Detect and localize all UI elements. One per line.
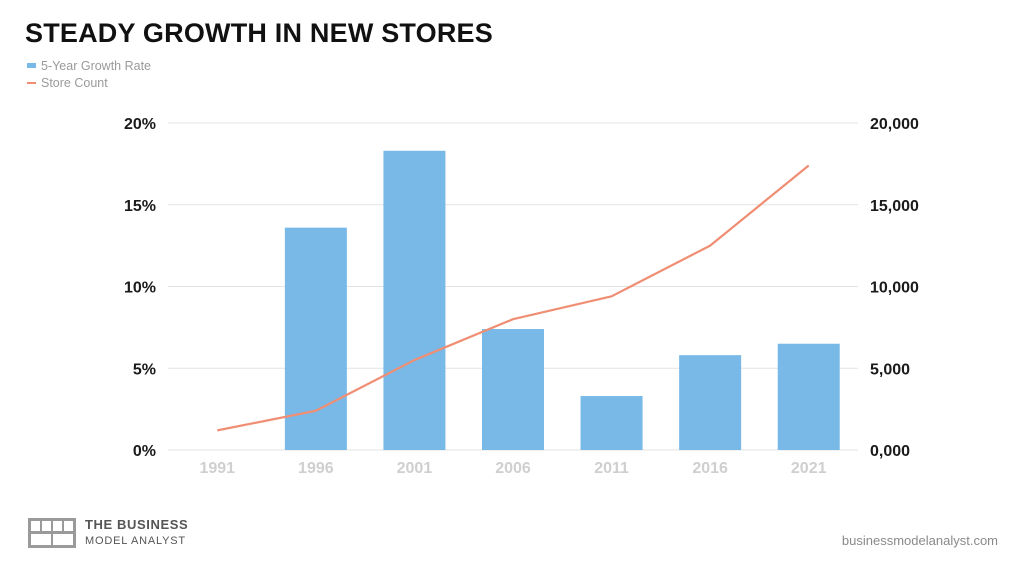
x-tick-label: 1991 (199, 460, 235, 477)
series-line-store-count (217, 164, 810, 432)
bar (284, 227, 347, 450)
y-left-tick-label: 20% (124, 116, 156, 133)
legend-item-store-count: Store Count (27, 74, 151, 91)
y-right-tick-label: 15,000 (870, 198, 919, 215)
bar (777, 343, 840, 450)
brand-name: THE BUSINESS MODEL ANALYST (85, 516, 188, 550)
y-left-tick-label: 10% (124, 280, 156, 297)
brand-line-1: THE BUSINESS (85, 517, 189, 532)
bar (482, 329, 544, 450)
bar (580, 396, 643, 450)
bar (383, 150, 446, 451)
x-tick-label: 2001 (397, 460, 433, 477)
bar (679, 355, 742, 450)
brand-logo-icon (28, 518, 76, 548)
x-tick-label: 2016 (692, 460, 728, 477)
legend-label-store-count: Store Count (41, 75, 108, 90)
y-left-tick-label: 5% (133, 361, 156, 378)
chart-title: STEADY GROWTH IN NEW STORES (25, 18, 493, 48)
y-right-tick-label: 20,000 (870, 116, 919, 133)
legend-label-growth-rate: 5-Year Growth Rate (41, 58, 152, 73)
brand-line-2: MODEL ANALYST (85, 535, 186, 547)
x-tick-label: 2006 (495, 460, 531, 477)
y-right-tick-label: 10,000 (870, 280, 919, 297)
x-tick-label: 2011 (594, 460, 629, 477)
y-right-tick-label: 5,000 (870, 361, 910, 378)
y-left-tick-label: 15% (124, 198, 156, 215)
legend-swatch-bar (27, 63, 36, 68)
y-right-tick-label: 0,000 (870, 443, 910, 460)
x-tick-label: 2021 (791, 460, 827, 477)
chart-plot: 0% 0,000 5% 5,000 10% 10,000 15% 15,000 20% 20,00… (124, 116, 919, 477)
x-tick-label: 1996 (298, 460, 334, 477)
brand-logo-block: THE BUSINESS MODEL ANALYST (27, 516, 188, 550)
website-link[interactable]: businessmodelanalyst.com (841, 533, 998, 548)
legend-item-growth-rate: 5-Year Growth Rate (27, 57, 151, 74)
y-left-tick-label: 0% (133, 443, 156, 460)
legend-swatch-line (27, 81, 36, 84)
legend: 5-Year Growth Rate Store Count (27, 57, 151, 91)
